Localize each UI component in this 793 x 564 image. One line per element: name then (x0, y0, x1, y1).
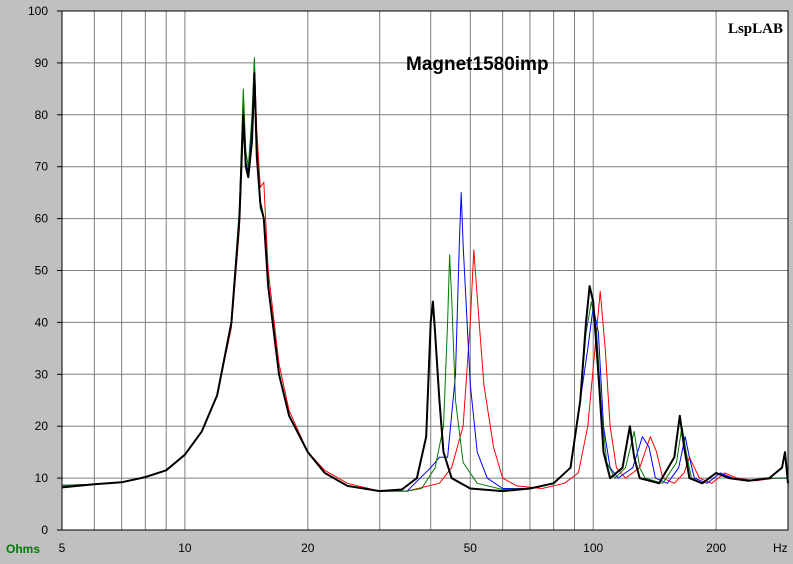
y-tick-label: 30 (35, 367, 49, 381)
y-tick-labels: 0 10 20 30 40 50 60 70 80 90 100 (28, 4, 62, 537)
y-tick-label: 80 (35, 108, 49, 122)
x-tick-label: 100 (583, 541, 603, 555)
y-axis-unit: Ohms (6, 542, 40, 556)
x-tick-label: 10 (178, 541, 192, 555)
y-tick-label: 100 (28, 4, 48, 18)
x-tick-label: 200 (706, 541, 726, 555)
x-axis-unit: Hz (773, 541, 788, 555)
y-tick-label: 40 (35, 315, 49, 329)
brand-logo: LspLAB (728, 21, 783, 37)
chart-title: Magnet1580imp (406, 54, 549, 75)
x-tick-label: 20 (301, 541, 315, 555)
y-tick-label: 20 (35, 419, 49, 433)
y-tick-label: 60 (35, 212, 49, 226)
series-layer (61, 57, 789, 493)
x-tick-labels: 5 10 20 50 100 200 (59, 541, 727, 555)
y-tick-label: 70 (35, 160, 49, 174)
x-tick-label: 50 (464, 541, 478, 555)
y-tick-label: 0 (41, 523, 48, 537)
series-line (61, 72, 789, 493)
y-tick-label: 50 (35, 264, 49, 278)
grid-layer (62, 11, 788, 530)
y-tick-label: 10 (35, 471, 49, 485)
x-tick-label: 5 (59, 541, 66, 555)
y-tick-label: 90 (35, 56, 49, 70)
series-line (61, 57, 788, 492)
